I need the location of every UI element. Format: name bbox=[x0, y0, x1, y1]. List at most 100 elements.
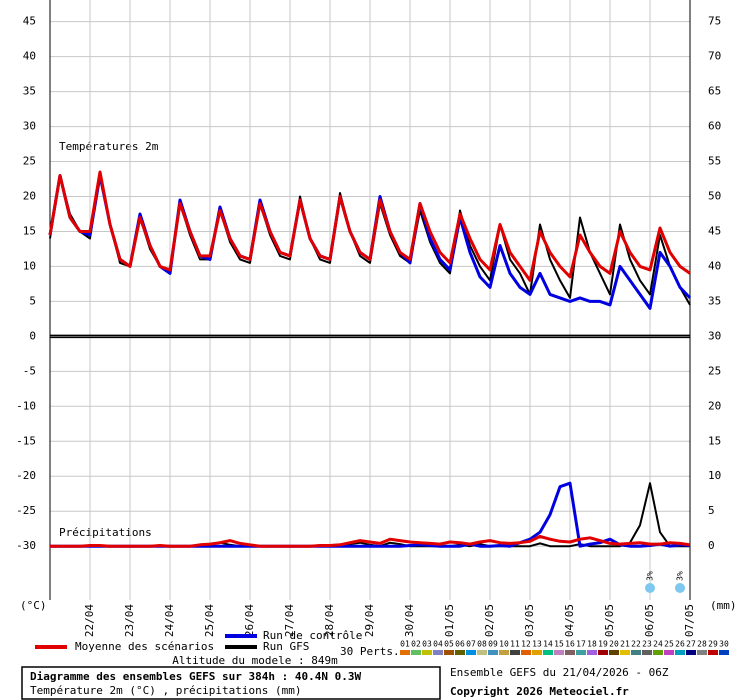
perturbation-label: 17 bbox=[576, 640, 586, 649]
y2-tick-label: 15 bbox=[708, 434, 721, 447]
copyright: Copyright 2026 Meteociel.fr bbox=[450, 685, 629, 698]
y2-tick-label: 60 bbox=[708, 120, 721, 133]
y-tick-label: 35 bbox=[23, 85, 36, 98]
y2-tick-label: 55 bbox=[708, 155, 721, 168]
panel-label: Précipitations bbox=[59, 526, 152, 539]
perturbation-label: 26 bbox=[675, 640, 685, 649]
series-line bbox=[50, 534, 691, 548]
perturbation-swatch bbox=[708, 650, 718, 655]
snow-icon bbox=[675, 583, 685, 593]
y2-tick-label: 5 bbox=[708, 504, 715, 517]
perturbation-swatch bbox=[686, 650, 696, 655]
perturbation-label: 09 bbox=[488, 640, 498, 649]
perturbation-label: 13 bbox=[532, 640, 542, 649]
perturbation-label: 02 bbox=[411, 640, 421, 649]
perturbation-label: 20 bbox=[609, 640, 619, 649]
snow-icon bbox=[645, 583, 655, 593]
x-tick-label: 04/05 bbox=[563, 604, 576, 637]
y-tick-label: 5 bbox=[29, 294, 36, 307]
x-tick-label: 29/04 bbox=[363, 604, 376, 637]
perturbation-swatch bbox=[554, 650, 564, 655]
perturbation-label: 30 bbox=[719, 640, 729, 649]
perturbation-label: 12 bbox=[521, 640, 531, 649]
y2-tick-label: 75 bbox=[708, 15, 721, 28]
y-tick-label: -25 bbox=[16, 504, 36, 517]
perturbation-label: 06 bbox=[455, 640, 465, 649]
y2-tick-label: 50 bbox=[708, 190, 721, 203]
y2-tick-label: 20 bbox=[708, 399, 721, 412]
y-tick-label: -15 bbox=[16, 434, 36, 447]
x-tick-label: 27/04 bbox=[283, 604, 296, 637]
perturbation-label: 15 bbox=[554, 640, 564, 649]
perturbation-swatch bbox=[488, 650, 498, 655]
series-line bbox=[48, 170, 691, 282]
snow-label: 3% bbox=[646, 571, 655, 581]
perturbation-label: 16 bbox=[565, 640, 575, 649]
perturbation-swatch bbox=[620, 650, 630, 655]
perturbation-label: 11 bbox=[510, 640, 520, 649]
perturbation-swatch bbox=[466, 650, 476, 655]
perturbation-swatch bbox=[433, 650, 443, 655]
perturbation-swatch bbox=[565, 650, 575, 655]
perturbation-label: 04 bbox=[433, 640, 443, 649]
x-tick-label: 25/04 bbox=[203, 604, 216, 637]
perturbation-label: 08 bbox=[477, 640, 487, 649]
run-info: Ensemble GEFS du 21/04/2026 - 06Z bbox=[450, 666, 669, 679]
perturbation-swatch bbox=[653, 650, 663, 655]
x-tick-label: 22/04 bbox=[83, 604, 96, 637]
perturbation-label: 22 bbox=[631, 640, 641, 649]
perturbation-swatch bbox=[510, 650, 520, 655]
y2-tick-label: 30 bbox=[708, 329, 721, 342]
snow-label: 3% bbox=[676, 571, 685, 581]
perturbation-label: 27 bbox=[686, 640, 696, 649]
perturbation-swatch bbox=[719, 650, 729, 655]
panel-label: Températures 2m bbox=[59, 140, 159, 153]
y-tick-label: 0 bbox=[29, 329, 36, 342]
perturbation-swatch bbox=[664, 650, 674, 655]
perturbation-label: 29 bbox=[708, 640, 718, 649]
x-tick-label: 28/04 bbox=[323, 604, 336, 637]
perturbation-swatch bbox=[521, 650, 531, 655]
perturbation-label: 19 bbox=[598, 640, 608, 649]
altitude: Altitude du modele : 849m bbox=[172, 654, 338, 667]
perturbation-label: 03 bbox=[422, 640, 432, 649]
perturbation-swatch bbox=[477, 650, 487, 655]
y2-tick-label: 35 bbox=[708, 294, 721, 307]
perturbation-swatch bbox=[642, 650, 652, 655]
y2-unit: (mm) bbox=[710, 599, 737, 612]
perturbation-label: 18 bbox=[587, 640, 597, 649]
y-tick-label: 45 bbox=[23, 15, 36, 28]
y2-tick-label: 40 bbox=[708, 259, 721, 272]
perturbation-swatch bbox=[444, 650, 454, 655]
y-tick-label: -10 bbox=[16, 399, 36, 412]
perturbation-swatch bbox=[576, 650, 586, 655]
y-tick-label: 10 bbox=[23, 259, 36, 272]
x-tick-label: 23/04 bbox=[123, 604, 136, 637]
y2-tick-label: 25 bbox=[708, 364, 721, 377]
x-tick-label: 07/05 bbox=[683, 604, 696, 637]
y-unit: (°C) bbox=[20, 599, 47, 612]
perturbation-label: 05 bbox=[444, 640, 454, 649]
perturbation-label: 14 bbox=[543, 640, 553, 649]
perturbation-swatch bbox=[598, 650, 608, 655]
y2-tick-label: 45 bbox=[708, 224, 721, 237]
legend-label: Run GFS bbox=[263, 640, 309, 653]
perturbation-label: 28 bbox=[697, 640, 707, 649]
y2-tick-label: 65 bbox=[708, 85, 721, 98]
perturbation-label: 21 bbox=[620, 640, 630, 649]
perturbation-swatch bbox=[411, 650, 421, 655]
perturbation-label: 23 bbox=[642, 640, 652, 649]
y-tick-label: 40 bbox=[23, 50, 36, 63]
x-tick-label: 06/05 bbox=[643, 604, 656, 637]
perturbation-swatch bbox=[543, 650, 553, 655]
chart-subtitle: Température 2m (°C) , précipitations (mm… bbox=[30, 684, 302, 697]
x-tick-label: 02/05 bbox=[483, 604, 496, 637]
chart-title: Diagramme des ensembles GEFS sur 384h : … bbox=[30, 670, 362, 683]
perturbation-swatch bbox=[609, 650, 619, 655]
y2-tick-label: 10 bbox=[708, 469, 721, 482]
y2-tick-label: 70 bbox=[708, 50, 721, 63]
perturbation-swatch bbox=[455, 650, 465, 655]
x-tick-label: 03/05 bbox=[523, 604, 536, 637]
perturbation-swatch bbox=[499, 650, 509, 655]
